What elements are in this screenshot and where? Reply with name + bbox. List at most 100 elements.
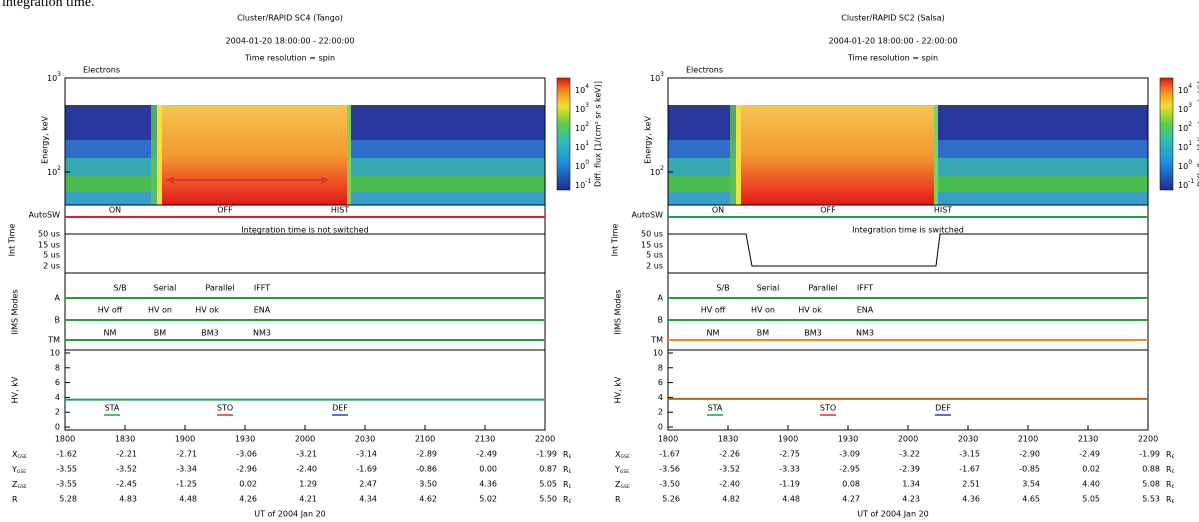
energy-tick-label-base: 10: [47, 74, 57, 83]
colorbar-tick-label-exp: 3: [585, 102, 589, 109]
ephemeris-value: 5.28: [59, 495, 77, 504]
ephemeris-value: -3.14: [356, 450, 377, 459]
ephemeris-value: -2.49: [476, 450, 497, 459]
spectrogram-edge: [934, 105, 938, 205]
iims-tick-label: B: [55, 316, 61, 325]
colorbar-tick-label-base: 10: [1178, 162, 1188, 171]
iims-mode-label: NM3: [253, 329, 271, 338]
iims-mode-label: NM3: [856, 329, 874, 338]
ephemeris-value: 5.05: [1082, 495, 1100, 504]
colorbar-label: Diff. flux [1/(cm² sr s keV)]: [594, 81, 603, 187]
colorbar: [556, 77, 571, 191]
ephemeris-sub: GSE: [620, 469, 629, 475]
ephemeris-unit-name: R: [563, 495, 569, 504]
spectrogram-quiet: [65, 140, 161, 158]
ephemeris-value: -3.33: [779, 465, 800, 474]
iims-mode-label: HV off: [98, 306, 123, 315]
x-axis-title: UT of 2004 Jan 20: [857, 510, 929, 519]
colorbar-tick-label-base: 10: [575, 143, 585, 152]
time-tick-label: 2200: [1138, 435, 1158, 444]
ephemeris-value: 5.26: [662, 495, 680, 504]
autosw-state: OFF: [217, 206, 233, 215]
colorbar-tick-label: 100: [575, 159, 589, 171]
colorbar-tick-label: 104: [1178, 83, 1192, 95]
ephemeris-value: -1.19: [779, 480, 800, 489]
iims-tick-label: TM: [47, 336, 60, 345]
ephemeris-value: 5.08: [1142, 480, 1160, 489]
ephemeris-value: -3.15: [959, 450, 980, 459]
iims-mode-label: S/B: [716, 284, 729, 293]
spectrogram-quiet: [347, 176, 545, 192]
ephemeris-value: 4.62: [419, 495, 437, 504]
species: Electrons: [83, 66, 120, 75]
ephemeris-value: 4.34: [359, 495, 377, 504]
colorbar-tick-label-base: 10: [1178, 124, 1188, 133]
spectrogram-quiet: [934, 140, 1148, 158]
ephemeris-unit: RE: [1166, 480, 1175, 490]
ephemeris-value: -1.99: [536, 450, 557, 459]
int-time-axis-label: Int Time: [8, 224, 17, 257]
iims-mode-label: BM: [154, 329, 166, 338]
energy-tick-label: 102: [47, 165, 61, 177]
panel-frame: [64, 349, 546, 431]
ephemeris-unit-name: R: [563, 450, 569, 459]
ephemeris-value: 2.51: [962, 480, 980, 489]
ephemeris-unit: RE: [1166, 495, 1175, 505]
colorbar-tick-label-exp: 3: [1188, 102, 1192, 109]
ephemeris-unit: RE: [1166, 465, 1175, 475]
ephemeris-label: ZGSE: [12, 480, 27, 490]
ephemeris-value: -3.06: [236, 450, 257, 459]
hv-tick-label: 0: [55, 423, 60, 432]
ephemeris-value: -1.62: [56, 450, 77, 459]
ephemeris-value: 4.82: [722, 495, 740, 504]
ephemeris-unit-name: R: [1166, 465, 1172, 474]
spectrogram-edge: [151, 105, 161, 205]
iims-mode-label: ENA: [857, 306, 874, 315]
ephemeris-value: -1.69: [356, 465, 377, 474]
spectrogram-edge: [157, 105, 162, 205]
spectrogram-quiet: [347, 192, 545, 205]
spectrogram-quiet: [65, 158, 161, 176]
int-time-tick-label: 2 us: [43, 262, 60, 271]
hv-tick-label: 8: [658, 363, 663, 372]
ephemeris-name: Z: [12, 480, 18, 489]
colorbar-tick-label: 100: [1178, 159, 1192, 171]
hv-state: STO: [217, 404, 233, 413]
colorbar-tick-label-exp: -1: [585, 178, 591, 185]
hv-tick-label: 2: [55, 408, 60, 417]
ephemeris-unit-name: R: [1166, 450, 1172, 459]
spectrogram-quiet: [934, 105, 1148, 140]
ephemeris-value: 4.36: [479, 480, 497, 489]
colorbar-tick-label: 101: [1178, 140, 1192, 152]
autosw-state: HIST: [331, 206, 349, 215]
ephemeris-unit-name: R: [1166, 495, 1172, 504]
ephemeris-value: 4.40: [1082, 480, 1100, 489]
colorbar-tick-label: 102: [575, 121, 589, 133]
species: Electrons: [686, 66, 723, 75]
ephemeris-value: -1.99: [1139, 450, 1160, 459]
ephemeris-unit-sub: E: [569, 469, 572, 475]
ephemeris-value: 0.08: [842, 480, 860, 489]
ephemeris-value: -2.49: [1079, 450, 1100, 459]
hv-tick-label: 4: [658, 393, 663, 402]
autosw-state: ON: [712, 206, 724, 215]
int-time-tick-label: 50 us: [641, 230, 663, 239]
autosw-state: OFF: [820, 206, 836, 215]
iims-mode-label: ENA: [254, 306, 271, 315]
iims-mode-label: Parallel: [808, 284, 837, 293]
colorbar-label: Diff. flux [1/(cm² sr s keV)]: [1197, 81, 1199, 187]
colorbar-tick-label-exp: 4: [1188, 83, 1192, 90]
energy-tick-label-exp: 2: [660, 165, 664, 172]
spectrogram-quiet: [668, 176, 740, 192]
colorbar-tick-label-exp: 1: [1188, 140, 1192, 147]
ephemeris-label: YGSE: [614, 465, 629, 475]
ephemeris-name: Z: [615, 480, 621, 489]
energy-tick-label-exp: 3: [57, 71, 61, 78]
panel-frame: [667, 204, 1149, 274]
iims-mode-label: NM: [707, 329, 720, 338]
ephemeris-label: R: [12, 495, 18, 504]
iims-axis-label: IIMS Modes: [11, 289, 20, 334]
spectrogram-quiet: [347, 140, 545, 158]
ephemeris-unit-name: R: [563, 480, 569, 489]
